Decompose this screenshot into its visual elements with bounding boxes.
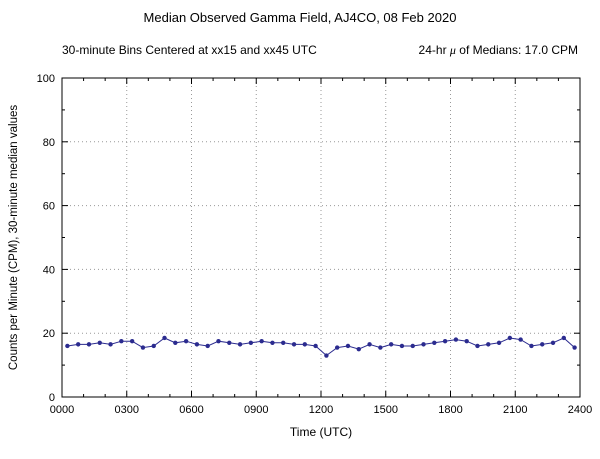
data-point [140, 345, 146, 350]
x-tick-label: 1200 [309, 404, 333, 416]
x-tick-label: 0600 [179, 404, 203, 416]
data-point [270, 340, 275, 345]
data-point [378, 345, 383, 350]
y-tick-label: 80 [43, 137, 55, 149]
x-tick-label: 1500 [374, 404, 398, 416]
data-point [507, 335, 513, 341]
data-point [291, 342, 297, 347]
data-point [442, 338, 448, 344]
data-point [108, 342, 113, 347]
data-point [216, 338, 221, 344]
y-tick-label: 60 [43, 201, 55, 213]
data-point [432, 340, 437, 345]
y-tick-label: 0 [49, 392, 55, 404]
data-point [75, 342, 81, 347]
data-point [237, 342, 243, 347]
data-point [486, 342, 491, 347]
data-point [518, 337, 523, 342]
x-tick-label: 0300 [115, 404, 139, 416]
y-tick-label: 40 [43, 264, 55, 276]
data-point [205, 343, 210, 349]
chart-title: Median Observed Gamma Field, AJ4CO, 08 F… [143, 10, 457, 25]
x-tick-label: 0900 [244, 404, 268, 416]
data-point [475, 343, 480, 349]
data-point [572, 345, 577, 350]
data-point [173, 340, 178, 345]
data-point [151, 343, 156, 349]
mu-symbol: μ [449, 43, 456, 57]
data-point [129, 338, 135, 344]
data-point [248, 340, 254, 345]
data-point [550, 340, 556, 345]
data-point [453, 337, 459, 342]
data-point [183, 338, 189, 344]
data-point [313, 343, 318, 349]
y-tick-label: 20 [43, 328, 55, 340]
data-point [162, 335, 167, 341]
data-point [119, 338, 124, 344]
x-tick-label: 0000 [50, 404, 74, 416]
data-point [496, 340, 502, 345]
data-point [259, 338, 264, 344]
subtitle-mean: 24-hr μ of Medians: 17.0 CPM [418, 43, 578, 57]
data-point [345, 343, 351, 349]
data-point [399, 343, 405, 349]
x-tick-label: 1800 [438, 404, 462, 416]
data-point [86, 342, 92, 347]
y-tick-label: 100 [37, 73, 55, 85]
data-point [356, 346, 361, 352]
data-point [324, 353, 329, 358]
data-point [529, 343, 534, 349]
data-point [540, 342, 545, 347]
subtitle-bins: 30-minute Bins Centered at xx15 and xx45… [62, 43, 317, 57]
data-point [367, 342, 372, 347]
data-point [561, 335, 567, 341]
y-axis-label: Counts per Minute (CPM), 30-minute media… [8, 105, 20, 371]
data-point [421, 342, 426, 347]
data-point [302, 342, 308, 347]
data-point [334, 345, 340, 350]
data-point [194, 342, 200, 347]
chart-subtitle: 30-minute Bins Centered at xx15 and xx45… [62, 43, 578, 58]
x-axis-label: Time (UTC) [290, 425, 352, 439]
data-point [227, 340, 232, 345]
data-point [97, 340, 102, 345]
plot-border [61, 77, 581, 398]
data-point [65, 343, 70, 349]
x-tick-label: 2100 [503, 404, 527, 416]
data-point [410, 343, 415, 349]
data-point [464, 338, 469, 344]
data-point [281, 340, 286, 345]
x-tick-label: 2400 [568, 404, 592, 416]
data-point [388, 342, 394, 347]
